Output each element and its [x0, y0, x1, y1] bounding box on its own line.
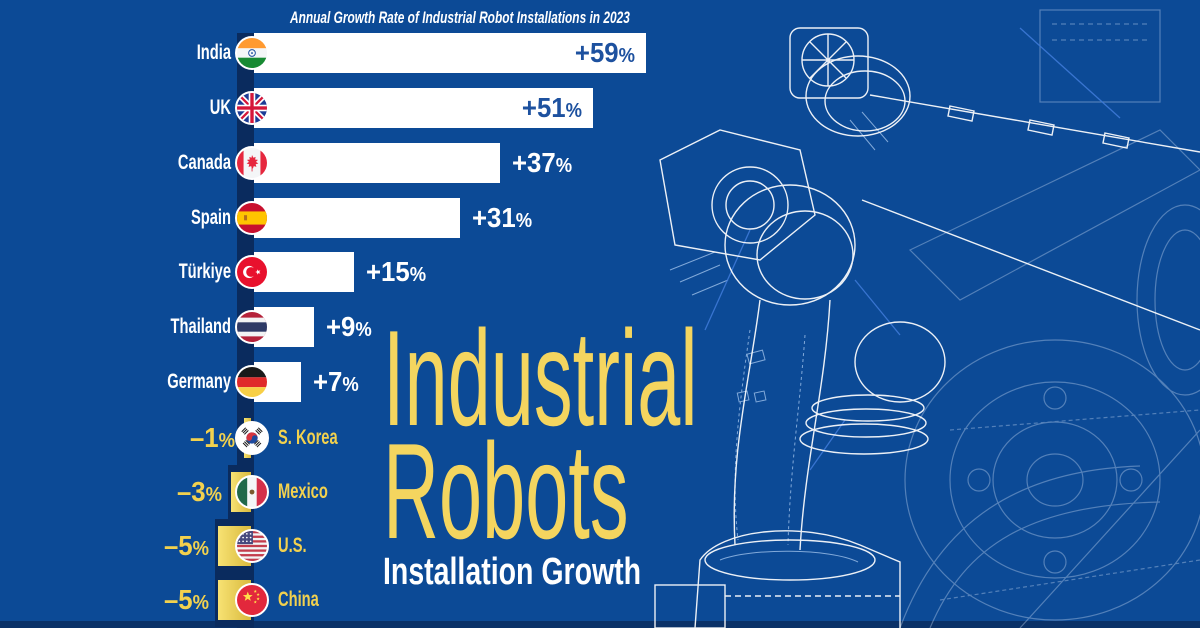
bar-canada	[254, 143, 500, 183]
south-korea-flag-icon	[235, 421, 269, 455]
spain-flag-icon	[235, 201, 269, 235]
country-label-thailand: Thailand	[170, 315, 231, 338]
bar-india	[254, 33, 646, 73]
value-label-south-korea: –1%	[189, 422, 235, 453]
canada-flag-icon	[235, 146, 269, 180]
value-label-spain: +31%	[472, 202, 533, 233]
country-label-china: China	[278, 588, 319, 611]
value-label-germany: +7%	[313, 366, 359, 397]
us-flag-icon	[235, 529, 269, 563]
country-label-us: U.S.	[278, 534, 307, 557]
bar-turkiye	[254, 252, 354, 292]
turkiye-flag-icon	[235, 255, 269, 289]
value-label-us: –5%	[163, 530, 209, 561]
headline-subtitle: Installation Growth	[383, 551, 642, 593]
value-label-thailand: +9%	[326, 311, 372, 342]
headline-line1: Industrial	[383, 302, 698, 454]
country-label-mexico: Mexico	[278, 480, 328, 503]
robot-blueprint-illustration	[654, 9, 1200, 628]
country-label-turkiye: Türkiye	[178, 260, 231, 283]
india-flag-icon	[235, 36, 269, 70]
headline-line2: Robots	[383, 415, 629, 567]
country-label-south-korea: S. Korea	[278, 426, 338, 449]
country-label-spain: Spain	[190, 206, 231, 229]
country-label-germany: Germany	[167, 370, 231, 393]
thailand-flag-icon	[235, 310, 269, 344]
country-label-india: India	[196, 41, 231, 64]
chart-title: Annual Growth Rate of Industrial Robot I…	[290, 8, 630, 27]
value-label-china: –5%	[163, 584, 209, 615]
country-label-canada: Canada	[177, 151, 231, 174]
bar-spain	[254, 198, 460, 238]
mexico-flag-icon	[235, 475, 269, 509]
value-label-canada: +37%	[512, 147, 573, 178]
china-flag-icon	[235, 583, 269, 617]
germany-flag-icon	[235, 365, 269, 399]
value-label-india: +59%	[574, 37, 635, 68]
value-label-turkiye: +15%	[366, 256, 427, 287]
uk-flag-icon	[235, 91, 269, 125]
country-label-uk: UK	[209, 96, 231, 119]
value-label-mexico: –3%	[176, 476, 222, 507]
bar-uk	[254, 88, 593, 128]
value-label-uk: +51%	[521, 92, 582, 123]
footer-strip	[0, 621, 1200, 628]
